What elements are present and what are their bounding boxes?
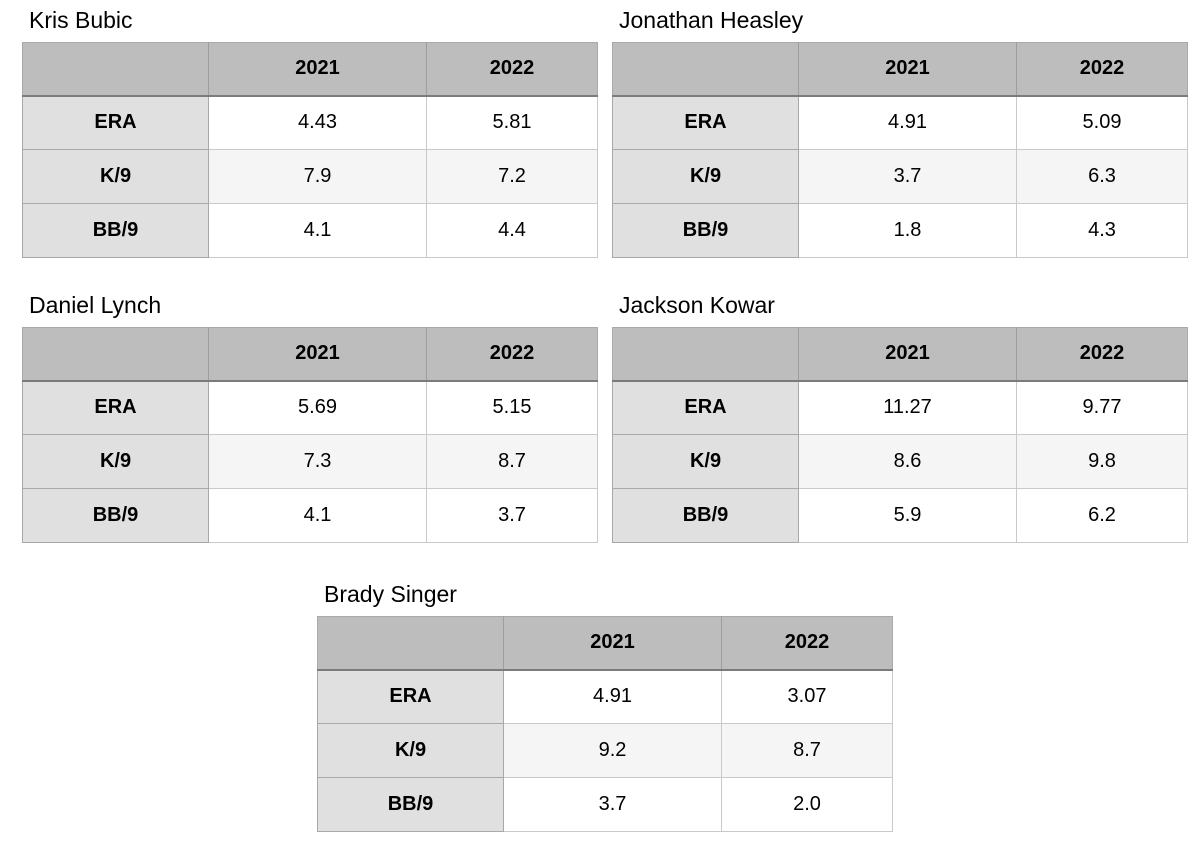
stat-row-bb9: BB/9 4.1 4.4 xyxy=(22,203,598,258)
stat-value-cell: 3.7 xyxy=(426,488,598,543)
year-header-2021: 2021 xyxy=(798,42,1017,97)
stat-label-cell: K/9 xyxy=(612,149,799,204)
stats-table: 2021 2022 ERA 4.91 3.07 K/9 9.2 8.7 BB/9… xyxy=(317,616,893,832)
stat-value-cell: 11.27 xyxy=(798,380,1017,435)
year-header-2022: 2022 xyxy=(721,616,893,671)
stat-value-cell: 4.4 xyxy=(426,203,598,258)
stat-value-cell: 4.1 xyxy=(208,488,427,543)
header-row: 2021 2022 xyxy=(612,327,1188,382)
stat-row-bb9: BB/9 5.9 6.2 xyxy=(612,488,1188,543)
stats-table: 2021 2022 ERA 5.69 5.15 K/9 7.3 8.7 BB/9… xyxy=(22,327,598,543)
year-header-2021: 2021 xyxy=(503,616,722,671)
stat-value-cell: 4.43 xyxy=(208,95,427,150)
stat-row-k9: K/9 9.2 8.7 xyxy=(317,723,893,778)
corner-cell xyxy=(22,327,209,382)
player-name-title: Jackson Kowar xyxy=(619,292,775,318)
stat-value-cell: 3.07 xyxy=(721,669,893,724)
stats-table: 2021 2022 ERA 4.43 5.81 K/9 7.9 7.2 BB/9… xyxy=(22,42,598,258)
stat-value-cell: 1.8 xyxy=(798,203,1017,258)
stat-value-cell: 6.2 xyxy=(1016,488,1188,543)
year-header-2022: 2022 xyxy=(1016,42,1188,97)
player-section-jonathan-heasley: Jonathan Heasley 2021 2022 ERA 4.91 5.09… xyxy=(612,6,1189,258)
stat-label-cell: ERA xyxy=(612,95,799,150)
year-header-2022: 2022 xyxy=(426,42,598,97)
stat-label-cell: ERA xyxy=(317,669,504,724)
stat-value-cell: 5.69 xyxy=(208,380,427,435)
stat-value-cell: 3.7 xyxy=(503,777,722,832)
stat-value-cell: 8.7 xyxy=(721,723,893,778)
stat-value-cell: 7.2 xyxy=(426,149,598,204)
year-header-2021: 2021 xyxy=(208,42,427,97)
stat-label-cell: BB/9 xyxy=(22,488,209,543)
stat-row-k9: K/9 8.6 9.8 xyxy=(612,434,1188,489)
header-row: 2021 2022 xyxy=(22,42,598,97)
header-row: 2021 2022 xyxy=(317,616,893,671)
player-section-jackson-kowar: Jackson Kowar 2021 2022 ERA 11.27 9.77 K… xyxy=(612,291,1189,543)
stat-value-cell: 9.2 xyxy=(503,723,722,778)
stat-value-cell: 9.8 xyxy=(1016,434,1188,489)
stat-value-cell: 2.0 xyxy=(721,777,893,832)
stat-value-cell: 7.9 xyxy=(208,149,427,204)
year-header-2022: 2022 xyxy=(1016,327,1188,382)
corner-cell xyxy=(612,42,799,97)
year-header-2021: 2021 xyxy=(208,327,427,382)
stat-label-cell: ERA xyxy=(22,380,209,435)
stat-row-bb9: BB/9 4.1 3.7 xyxy=(22,488,598,543)
stat-row-era: ERA 11.27 9.77 xyxy=(612,380,1188,435)
stat-row-era: ERA 4.43 5.81 xyxy=(22,95,598,150)
player-name-title: Daniel Lynch xyxy=(29,292,162,318)
stat-label-cell: K/9 xyxy=(612,434,799,489)
stat-row-bb9: BB/9 1.8 4.3 xyxy=(612,203,1188,258)
stat-value-cell: 6.3 xyxy=(1016,149,1188,204)
player-name-title: Kris Bubic xyxy=(29,7,133,33)
stat-label-cell: K/9 xyxy=(22,434,209,489)
player-name-title: Brady Singer xyxy=(324,581,457,607)
stat-value-cell: 9.77 xyxy=(1016,380,1188,435)
stat-label-cell: K/9 xyxy=(317,723,504,778)
stat-value-cell: 4.91 xyxy=(798,95,1017,150)
player-section-brady-singer: Brady Singer 2021 2022 ERA 4.91 3.07 K/9… xyxy=(317,580,894,832)
stat-value-cell: 5.09 xyxy=(1016,95,1188,150)
year-header-2021: 2021 xyxy=(798,327,1017,382)
stat-value-cell: 5.15 xyxy=(426,380,598,435)
corner-cell xyxy=(22,42,209,97)
stat-value-cell: 5.9 xyxy=(798,488,1017,543)
stats-table: 2021 2022 ERA 4.91 5.09 K/9 3.7 6.3 BB/9… xyxy=(612,42,1188,258)
stat-label-cell: BB/9 xyxy=(317,777,504,832)
stat-value-cell: 4.3 xyxy=(1016,203,1188,258)
stat-row-k9: K/9 3.7 6.3 xyxy=(612,149,1188,204)
stat-label-cell: ERA xyxy=(22,95,209,150)
stat-label-cell: BB/9 xyxy=(22,203,209,258)
stat-value-cell: 8.6 xyxy=(798,434,1017,489)
stat-label-cell: BB/9 xyxy=(612,203,799,258)
corner-cell xyxy=(317,616,504,671)
stat-label-cell: K/9 xyxy=(22,149,209,204)
player-name-title: Jonathan Heasley xyxy=(619,7,804,33)
stat-row-era: ERA 4.91 3.07 xyxy=(317,669,893,724)
stat-label-cell: BB/9 xyxy=(612,488,799,543)
corner-cell xyxy=(612,327,799,382)
stat-value-cell: 4.1 xyxy=(208,203,427,258)
stat-row-era: ERA 4.91 5.09 xyxy=(612,95,1188,150)
stat-value-cell: 8.7 xyxy=(426,434,598,489)
stat-label-cell: ERA xyxy=(612,380,799,435)
stat-row-k9: K/9 7.3 8.7 xyxy=(22,434,598,489)
stat-value-cell: 4.91 xyxy=(503,669,722,724)
player-section-kris-bubic: Kris Bubic 2021 2022 ERA 4.43 5.81 K/9 7… xyxy=(22,6,599,258)
stat-row-bb9: BB/9 3.7 2.0 xyxy=(317,777,893,832)
stat-value-cell: 7.3 xyxy=(208,434,427,489)
header-row: 2021 2022 xyxy=(22,327,598,382)
player-section-daniel-lynch: Daniel Lynch 2021 2022 ERA 5.69 5.15 K/9… xyxy=(22,291,599,543)
stat-row-k9: K/9 7.9 7.2 xyxy=(22,149,598,204)
year-header-2022: 2022 xyxy=(426,327,598,382)
stats-table: 2021 2022 ERA 11.27 9.77 K/9 8.6 9.8 BB/… xyxy=(612,327,1188,543)
header-row: 2021 2022 xyxy=(612,42,1188,97)
stat-value-cell: 3.7 xyxy=(798,149,1017,204)
stat-value-cell: 5.81 xyxy=(426,95,598,150)
stat-row-era: ERA 5.69 5.15 xyxy=(22,380,598,435)
